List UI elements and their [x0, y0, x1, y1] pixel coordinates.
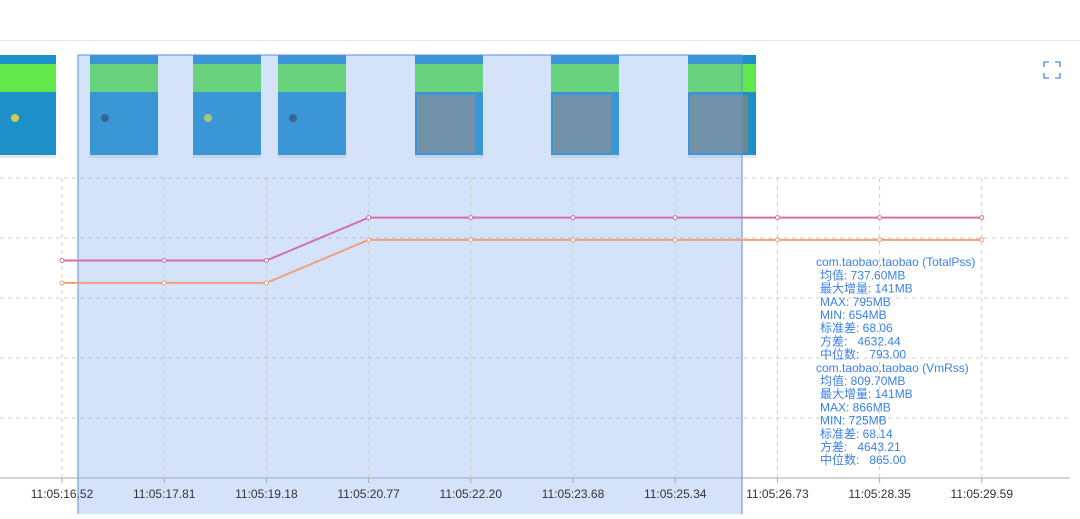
h-grid [0, 177, 1070, 479]
thumb-dot [101, 114, 109, 122]
thumb-photo [690, 95, 748, 153]
thumb-photo [417, 95, 475, 153]
point [672, 237, 678, 243]
thumb-header [0, 64, 56, 92]
point [468, 237, 474, 243]
point [161, 258, 167, 264]
thumb-bar [193, 155, 261, 158]
point [59, 258, 65, 264]
thumb-dot [11, 114, 19, 122]
thumb-header [551, 64, 619, 92]
thumb-bar [551, 155, 619, 158]
x-tick-label: 11:05:17.81 [133, 487, 196, 501]
point [570, 237, 576, 243]
thumb-photo [553, 95, 611, 153]
stats-line: 最大增量: 141MB [820, 387, 913, 401]
thumb-bar [90, 155, 158, 158]
stats-line: 均值: 737.60MB [820, 267, 905, 282]
point [366, 237, 372, 243]
thumb-header [278, 64, 346, 92]
stats-line: MAX: 866MB [820, 400, 891, 414]
stats-line: MIN: 725MB [820, 414, 887, 428]
x-tick-label: 11:05:29.59 [951, 487, 1014, 501]
x-tick-label: 11:05:23.68 [542, 487, 605, 501]
x-tick-label: 11:05:22.20 [440, 487, 503, 501]
point [979, 215, 985, 221]
stats-line: 方差: 4632.44 [820, 333, 901, 348]
thumb-dot [289, 114, 297, 122]
stats-line: 标准差: 68.14 [820, 427, 893, 441]
selection[interactable] [77, 54, 743, 516]
stats-title: com.taobao.taobao (VmRss) [816, 361, 969, 375]
series-line [62, 216, 982, 262]
x-tick-label: 11:05:19.18 [235, 487, 298, 501]
point [774, 237, 780, 243]
x-tick-label: 11:05:16.52 [31, 487, 94, 501]
thumb-bar [415, 155, 483, 158]
point [468, 215, 474, 221]
x-tick-label: 11:05:28.35 [848, 487, 911, 501]
stats-line: MIN: 654MB [820, 308, 887, 322]
point [59, 280, 65, 286]
stats-line: MAX: 795MB [820, 295, 891, 309]
point [877, 237, 883, 243]
stats-line: 最大增量: 141MB [820, 282, 913, 296]
stats-title: com.taobao.taobao (TotalPss) [816, 255, 975, 269]
point [672, 215, 678, 221]
thumb-header [193, 64, 261, 92]
thumb-dot [204, 114, 212, 122]
fullscreen-icon[interactable] [1043, 61, 1061, 79]
thumb-header [90, 64, 158, 92]
stats-line: 中位数: 865.00 [820, 452, 906, 467]
thumb-bar [0, 155, 56, 158]
point [774, 215, 780, 221]
thumb-header [688, 64, 756, 92]
x-tick-label: 11:05:20.77 [337, 487, 400, 501]
point [263, 280, 269, 286]
stats-line: 方差: 4643.21 [820, 439, 901, 454]
thumb-bar [688, 155, 756, 158]
thumb-header [415, 64, 483, 92]
point [161, 280, 167, 286]
series-line [62, 238, 982, 284]
point [366, 215, 372, 221]
x-tick-label: 11:05:26.73 [746, 487, 809, 501]
x-tick-label: 11:05:25.34 [644, 487, 707, 501]
point [263, 258, 269, 264]
stats-line: 标准差: 68.06 [820, 321, 893, 335]
point [877, 215, 883, 221]
screenshots [0, 55, 756, 158]
point [570, 215, 576, 221]
point [979, 237, 985, 243]
stats-line: 中位数: 793.00 [820, 347, 906, 362]
thumb-bar [278, 155, 346, 158]
stats-line: 均值: 809.70MB [820, 373, 905, 388]
